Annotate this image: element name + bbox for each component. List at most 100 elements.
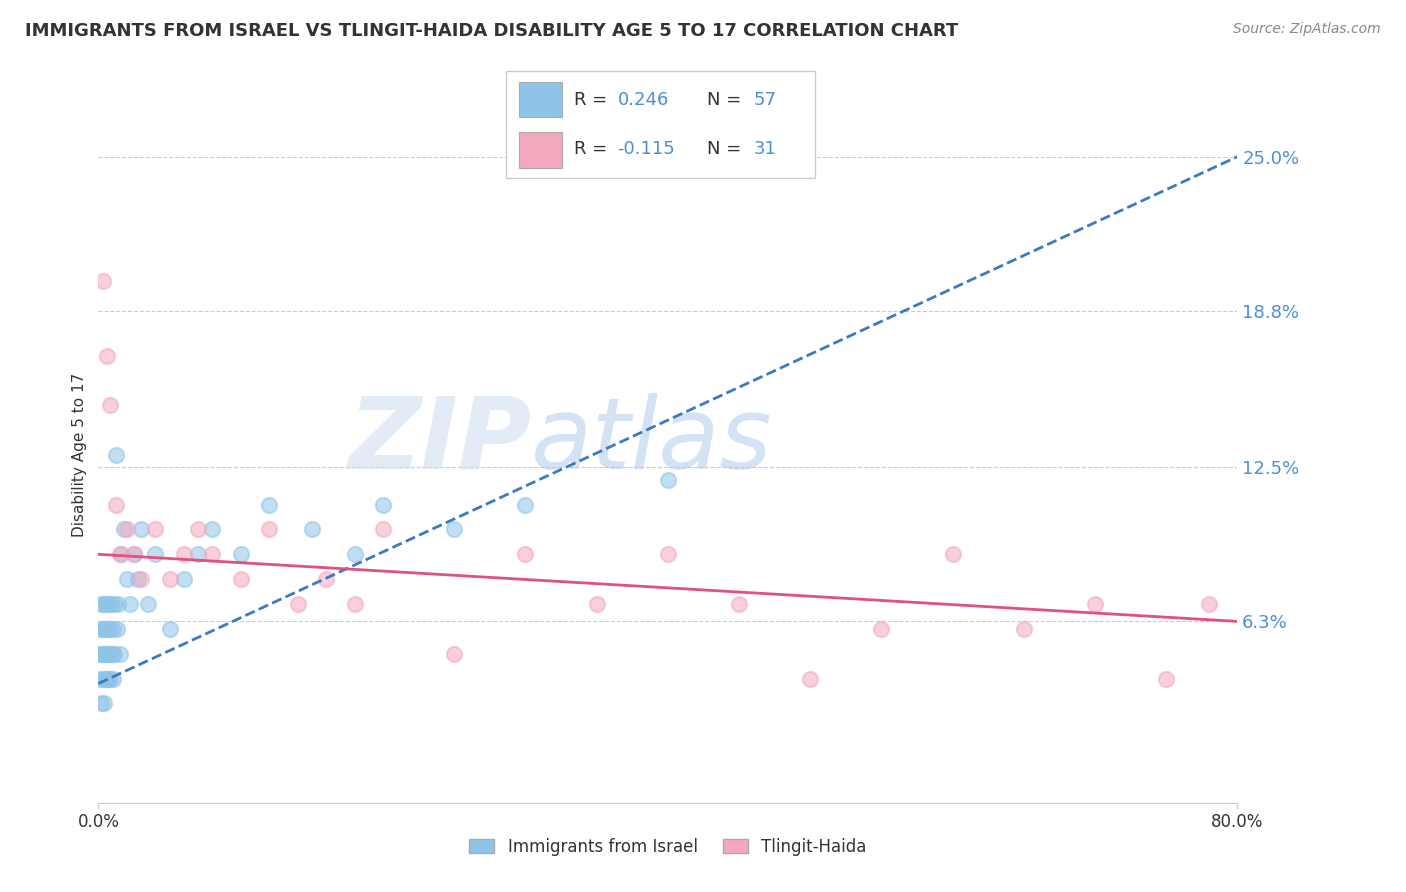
- Point: [104, 448, 127, 462]
- Point: [201, 523, 224, 537]
- Point: [136, 597, 159, 611]
- Point: [97, 647, 120, 661]
- Point: [657, 473, 679, 487]
- Text: Source: ZipAtlas.com: Source: ZipAtlas.com: [1233, 22, 1381, 37]
- Point: [91, 622, 114, 636]
- Point: [159, 572, 181, 586]
- Point: [187, 523, 209, 537]
- Point: [159, 622, 181, 636]
- Point: [90, 647, 112, 661]
- Point: [1084, 597, 1107, 611]
- Point: [443, 523, 465, 537]
- Point: [91, 672, 114, 686]
- Point: [657, 547, 679, 561]
- Point: [1012, 622, 1035, 636]
- Point: [145, 523, 167, 537]
- Text: atlas: atlas: [531, 392, 773, 490]
- Point: [173, 572, 195, 586]
- Point: [1154, 672, 1177, 686]
- Point: [98, 622, 121, 636]
- Text: 57: 57: [754, 91, 776, 109]
- Point: [173, 547, 195, 561]
- Text: 31: 31: [754, 141, 776, 159]
- Point: [96, 647, 118, 661]
- Point: [122, 547, 145, 561]
- Legend: Immigrants from Israel, Tlingit-Haida: Immigrants from Israel, Tlingit-Haida: [461, 830, 875, 864]
- Point: [105, 622, 128, 636]
- Point: [315, 572, 337, 586]
- Point: [515, 547, 537, 561]
- Point: [89, 672, 111, 686]
- Text: N =: N =: [707, 91, 747, 109]
- Point: [108, 547, 131, 561]
- Point: [98, 398, 121, 412]
- Point: [89, 647, 111, 661]
- Point: [110, 547, 132, 561]
- Point: [259, 523, 281, 537]
- Bar: [519, 82, 562, 118]
- Point: [1198, 597, 1220, 611]
- Point: [93, 697, 115, 711]
- Y-axis label: Disability Age 5 to 17: Disability Age 5 to 17: [72, 373, 87, 537]
- Point: [97, 597, 120, 611]
- Text: N =: N =: [707, 141, 747, 159]
- Point: [145, 547, 167, 561]
- Point: [100, 647, 122, 661]
- Point: [301, 523, 323, 537]
- Point: [229, 547, 252, 561]
- Bar: [519, 132, 562, 168]
- Point: [115, 572, 138, 586]
- Point: [585, 597, 607, 611]
- Point: [107, 597, 129, 611]
- Point: [103, 597, 125, 611]
- Text: -0.115: -0.115: [617, 141, 675, 159]
- Point: [91, 597, 114, 611]
- Point: [127, 572, 149, 586]
- Point: [94, 622, 117, 636]
- Point: [100, 597, 122, 611]
- Point: [101, 622, 124, 636]
- FancyBboxPatch shape: [506, 71, 815, 178]
- Point: [90, 597, 112, 611]
- Point: [115, 523, 138, 537]
- Point: [799, 672, 821, 686]
- Point: [728, 597, 751, 611]
- Point: [96, 349, 118, 363]
- Point: [94, 672, 117, 686]
- Point: [91, 274, 114, 288]
- Point: [942, 547, 965, 561]
- Point: [287, 597, 309, 611]
- Text: 0.246: 0.246: [617, 91, 669, 109]
- Point: [373, 523, 395, 537]
- Point: [91, 647, 114, 661]
- Point: [101, 672, 124, 686]
- Point: [129, 572, 152, 586]
- Point: [93, 647, 115, 661]
- Point: [259, 498, 281, 512]
- Point: [112, 523, 135, 537]
- Point: [94, 597, 117, 611]
- Point: [90, 697, 112, 711]
- Point: [343, 597, 366, 611]
- Point: [89, 622, 111, 636]
- Point: [515, 498, 537, 512]
- Point: [870, 622, 893, 636]
- Point: [94, 647, 117, 661]
- Point: [101, 647, 124, 661]
- Point: [103, 647, 125, 661]
- Point: [373, 498, 395, 512]
- Text: IMMIGRANTS FROM ISRAEL VS TLINGIT-HAIDA DISABILITY AGE 5 TO 17 CORRELATION CHART: IMMIGRANTS FROM ISRAEL VS TLINGIT-HAIDA …: [25, 22, 959, 40]
- Point: [96, 672, 118, 686]
- Point: [443, 647, 465, 661]
- Point: [104, 498, 127, 512]
- Point: [93, 622, 115, 636]
- Text: ZIP: ZIP: [349, 392, 531, 490]
- Point: [122, 547, 145, 561]
- Point: [187, 547, 209, 561]
- Text: R =: R =: [574, 91, 613, 109]
- Point: [118, 597, 141, 611]
- Point: [108, 647, 131, 661]
- Point: [229, 572, 252, 586]
- Point: [129, 523, 152, 537]
- Point: [201, 547, 224, 561]
